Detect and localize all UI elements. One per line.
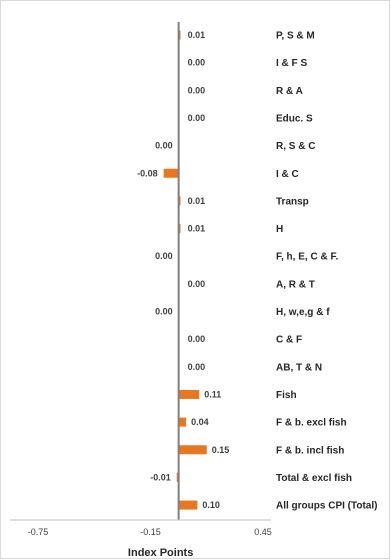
category-label: R & A — [276, 86, 303, 97]
bar — [178, 500, 198, 510]
category-label: F & b. excl fish — [276, 418, 347, 429]
bar — [178, 417, 187, 427]
category-label: A, R & T — [276, 279, 315, 290]
x-tick-label: -0.15 — [140, 527, 161, 537]
data-label: 0.01 — [188, 30, 206, 40]
data-label: -0.08 — [137, 168, 158, 178]
data-label: 0.00 — [188, 334, 206, 344]
x-tick-label: 0.45 — [254, 527, 272, 537]
category-label: Fish — [276, 390, 297, 401]
data-label: 0.00 — [188, 279, 206, 289]
data-label: 0.01 — [188, 196, 206, 206]
data-label: 0.10 — [202, 500, 220, 510]
data-label: 0.01 — [188, 224, 206, 234]
category-label: I & F S — [276, 58, 307, 69]
data-label: -0.01 — [150, 472, 171, 482]
bar — [178, 389, 200, 399]
category-label: H, w,e,g & f — [276, 307, 330, 318]
category-label: R, S & C — [276, 141, 315, 152]
data-label: 0.15 — [212, 445, 230, 455]
x-tick-label: -0.75 — [28, 527, 49, 537]
x-axis-title: Index Points — [128, 547, 193, 559]
category-label: F, h, E, C & F. — [276, 252, 338, 263]
data-label: 0.00 — [155, 141, 173, 151]
data-label: 0.00 — [188, 58, 206, 68]
data-label: 0.11 — [204, 389, 221, 399]
category-label: I & C — [276, 169, 299, 180]
category-label: H — [276, 224, 283, 235]
data-label: 0.00 — [155, 307, 173, 317]
category-label: Transp — [276, 196, 309, 207]
data-label: 0.04 — [191, 417, 209, 427]
data-label: 0.00 — [188, 85, 206, 95]
bar — [178, 445, 207, 455]
category-label: P, S & M — [276, 31, 315, 42]
data-label: 0.00 — [155, 251, 173, 261]
data-label: 0.00 — [188, 362, 206, 372]
category-label: Total & excl fish — [276, 473, 352, 484]
category-label: All groups CPI (Total) — [276, 501, 377, 512]
category-label: AB, T & N — [276, 362, 322, 373]
category-label: Educ. S — [276, 113, 313, 124]
data-label: 0.00 — [188, 113, 206, 123]
category-label: C & F — [276, 335, 302, 346]
bar — [163, 168, 179, 178]
category-label: F & b. incl fish — [276, 445, 344, 456]
